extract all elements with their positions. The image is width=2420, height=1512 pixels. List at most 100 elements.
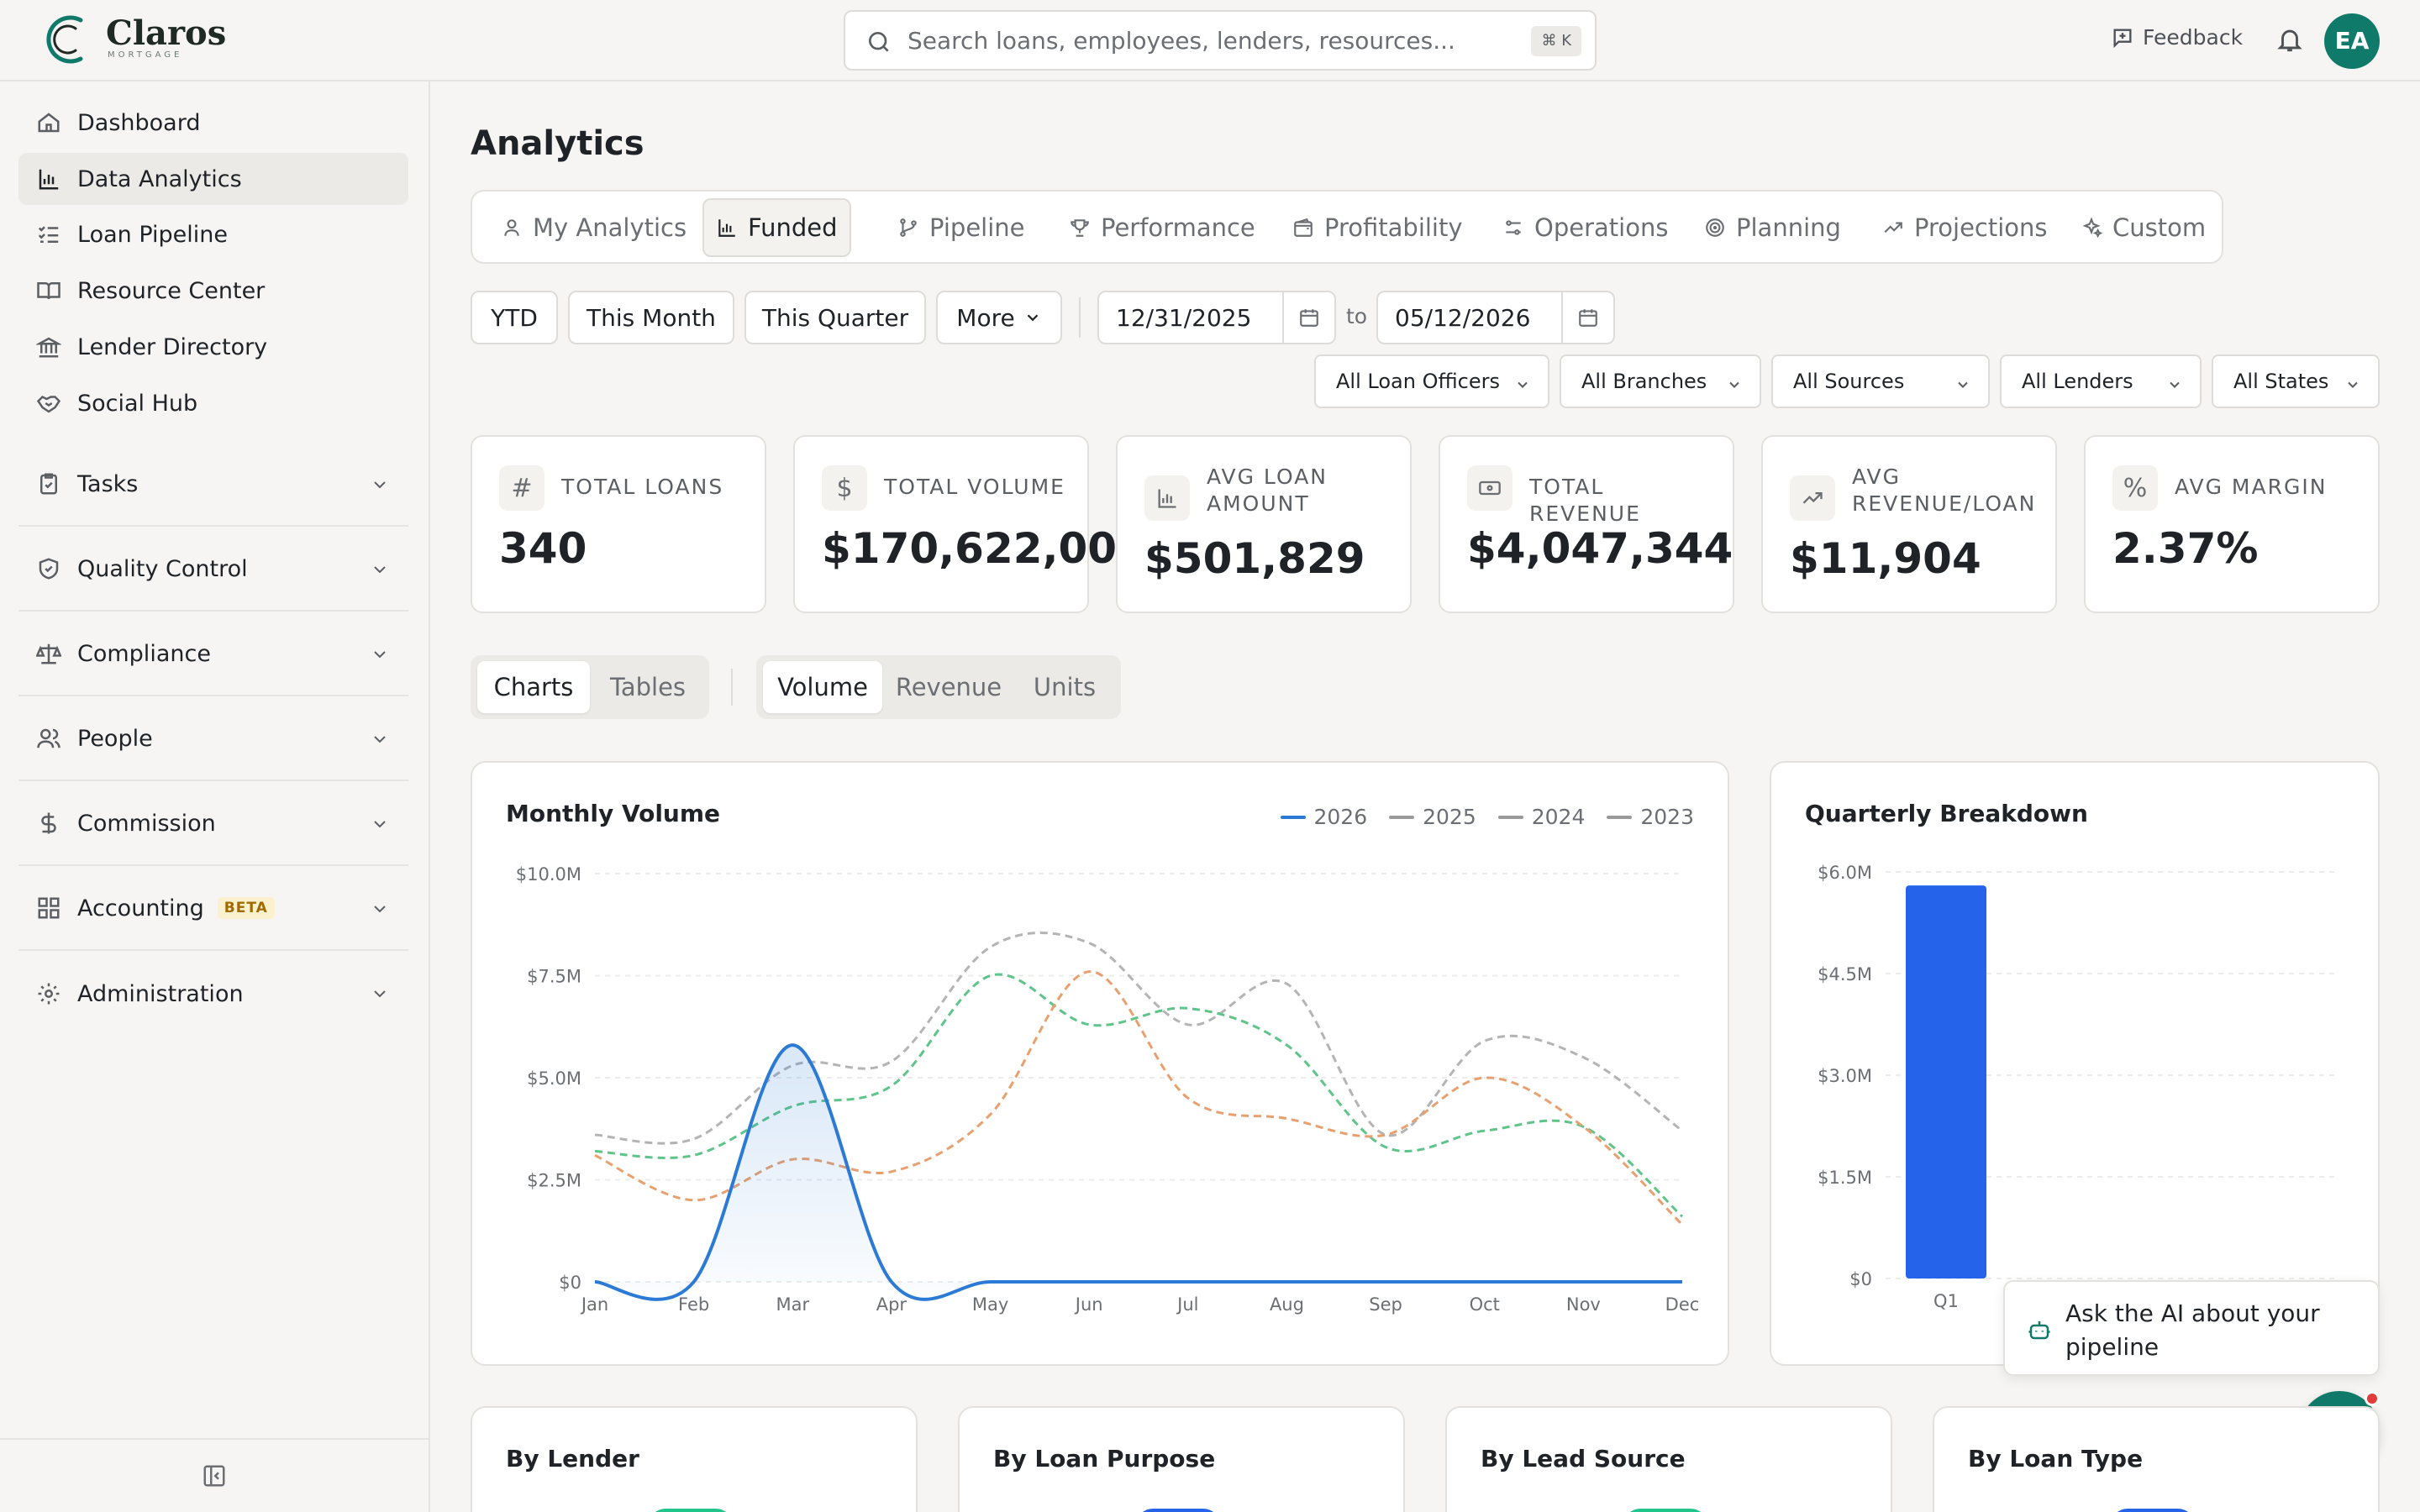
- grid-icon: [35, 895, 62, 921]
- user-avatar[interactable]: EA: [2324, 13, 2380, 69]
- collapse-sidebar-icon[interactable]: [202, 1463, 227, 1488]
- toggle-units[interactable]: Units: [1033, 673, 1097, 701]
- date-to-field[interactable]: 05/12/2026: [1376, 291, 1615, 344]
- card-title: By Lead Source: [1481, 1445, 1686, 1473]
- page-title: Analytics: [471, 124, 644, 163]
- more-label: More: [956, 303, 1015, 332]
- calendar-icon[interactable]: [1282, 292, 1334, 343]
- sidebar-group-quality-control[interactable]: Quality Control: [18, 528, 408, 612]
- bell-icon[interactable]: [2275, 25, 2304, 54]
- brand-subtitle: MORTGAGE: [108, 50, 183, 60]
- sidebar-item-dashboard[interactable]: Dashboard: [18, 97, 408, 149]
- bar-chart-icon: [35, 165, 62, 192]
- sidebar-group-compliance[interactable]: Compliance: [18, 612, 408, 696]
- tab-performance[interactable]: Performance: [1057, 198, 1267, 257]
- kpi-label: TOTAL VOLUME: [884, 475, 1065, 499]
- sidebar-group-people[interactable]: People: [18, 697, 408, 781]
- sidebar-item-resource-center[interactable]: Resource Center: [18, 265, 408, 317]
- kpi-label: TOTAL LOANS: [561, 475, 724, 499]
- brand-logo[interactable]: Claros MORTGAGE: [39, 12, 226, 67]
- filter-lenders[interactable]: All Lenders: [2000, 354, 2202, 408]
- chevron-down-icon: [374, 990, 386, 998]
- chevron-down-icon: [374, 821, 386, 828]
- sidebar-item-social-hub[interactable]: Social Hub: [18, 377, 408, 429]
- tab-projections[interactable]: Projections: [1870, 198, 2060, 257]
- legend-item-2026[interactable]: 2026: [1280, 805, 1367, 829]
- tab-planning[interactable]: Planning: [1692, 198, 1853, 257]
- tab-pipeline[interactable]: Pipeline: [886, 198, 1037, 257]
- legend-label: 2024: [1531, 805, 1586, 829]
- x-tick-label: May: [972, 1294, 1008, 1315]
- feedback-button[interactable]: Feedback: [2111, 25, 2243, 50]
- sidebar-group-accounting[interactable]: Accounting BETA: [18, 867, 408, 951]
- sidebar-group-tasks[interactable]: Tasks: [18, 443, 408, 527]
- sidebar-group-commission[interactable]: Commission: [18, 782, 408, 866]
- legend-label: 2025: [1423, 805, 1476, 829]
- sidebar-group-label: Compliance: [77, 640, 211, 667]
- tab-label: My Analytics: [533, 213, 687, 242]
- range-more-dropdown[interactable]: More: [936, 291, 1062, 344]
- sidebar-item-label: Dashboard: [77, 109, 201, 136]
- gear-icon: [35, 980, 62, 1007]
- filter-sources[interactable]: All Sources: [1771, 354, 1990, 408]
- x-tick-label: Jul: [1176, 1294, 1198, 1315]
- toggle-volume[interactable]: Volume: [763, 661, 882, 713]
- tab-funded[interactable]: Funded: [702, 198, 851, 257]
- toggle-tables[interactable]: Tables: [609, 673, 687, 701]
- toggle-revenue[interactable]: Revenue: [895, 673, 1002, 701]
- target-icon: [1706, 218, 1724, 237]
- search-shortcut-badge: ⌘ K: [1531, 26, 1581, 56]
- chevron-down-icon: [374, 566, 386, 574]
- tab-custom[interactable]: Custom: [2069, 198, 2217, 257]
- x-tick-label: Oct: [1470, 1294, 1500, 1315]
- filter-loan-officers[interactable]: All Loan Officers: [1314, 354, 1549, 408]
- sidebar-item-loan-pipeline[interactable]: Loan Pipeline: [18, 208, 408, 260]
- ai-assistant-prompt[interactable]: Ask the AI about your pipeline: [2003, 1280, 2380, 1376]
- tab-label: Planning: [1736, 213, 1841, 242]
- series-line-2024: [594, 973, 1684, 1218]
- toggle-charts[interactable]: Charts: [477, 661, 590, 713]
- legend-item-2024[interactable]: 2024: [1497, 805, 1586, 829]
- claros-logo-icon: [46, 15, 83, 64]
- card-title: By Loan Type: [1968, 1445, 2144, 1473]
- tab-operations[interactable]: Operations: [1491, 198, 1680, 257]
- y-tick-label: $2.5M: [527, 1171, 581, 1191]
- sidebar-group-label: People: [77, 725, 153, 752]
- kpi-label: AVG LOAN AMOUNT: [1207, 465, 1328, 516]
- book-icon: [35, 277, 62, 304]
- y-tick-label: $5.0M: [527, 1068, 581, 1089]
- date-to-value: 05/12/2026: [1395, 304, 1531, 332]
- series-line-2023: [594, 931, 1683, 1145]
- filter-branches[interactable]: All Branches: [1560, 354, 1761, 408]
- bar-chart-icon: [718, 219, 735, 237]
- tab-profitability[interactable]: Profitability: [1281, 198, 1475, 257]
- sidebar-item-data-analytics[interactable]: Data Analytics: [18, 153, 408, 205]
- tab-label: Performance: [1101, 213, 1255, 242]
- chevron-down-icon: [374, 651, 386, 659]
- legend-item-2023[interactable]: 2023: [1607, 805, 1694, 829]
- x-tick-label: Dec: [1665, 1294, 1700, 1315]
- y-tick-label: $1.5M: [1818, 1168, 1872, 1188]
- date-from-field[interactable]: 12/31/2025: [1097, 291, 1336, 344]
- filter-states[interactable]: All States: [2212, 354, 2380, 408]
- calendar-icon[interactable]: [1561, 292, 1613, 343]
- kpi-avg-revenue-per-loan: AVG REVENUE/LOAN $11,904: [1761, 435, 2057, 613]
- legend-item-2025[interactable]: 2025: [1389, 805, 1476, 829]
- sidebar-item-lender-directory[interactable]: Lender Directory: [18, 321, 408, 373]
- kpi-total-loans: # TOTAL LOANS 340: [471, 435, 766, 613]
- bar-chart-icon: [1144, 475, 1190, 521]
- kpi-value: $11,904: [1790, 534, 1981, 583]
- range-this-month-button[interactable]: This Month: [568, 291, 734, 344]
- percent-icon: %: [2112, 465, 2158, 511]
- range-this-quarter-button[interactable]: This Quarter: [744, 291, 926, 344]
- sidebar-group-administration[interactable]: Administration: [18, 952, 408, 1036]
- chevron-down-icon: [1518, 381, 1528, 388]
- analytics-tabs: My Analytics Funded Pipeline Performance…: [471, 190, 2223, 264]
- x-tick-label: Nov: [1566, 1294, 1601, 1315]
- shield-check-icon: [35, 555, 62, 582]
- global-search[interactable]: Search loans, employees, lenders, resour…: [844, 10, 1597, 71]
- by-lead-source-card: By Lead Source: [1445, 1406, 1892, 1512]
- range-ytd-button[interactable]: YTD: [471, 291, 558, 344]
- date-from-value: 12/31/2025: [1116, 304, 1252, 332]
- tab-my-analytics[interactable]: My Analytics: [489, 198, 698, 257]
